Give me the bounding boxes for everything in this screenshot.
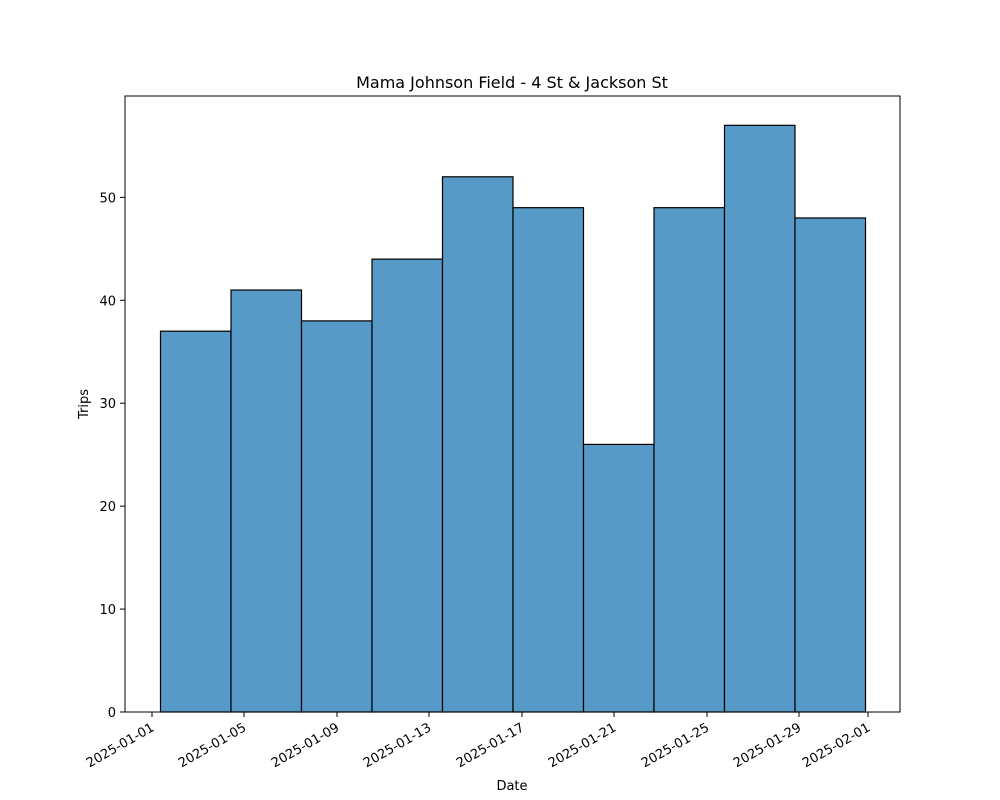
y-tick-label: 40	[99, 294, 116, 309]
histogram-bar	[512, 207, 585, 713]
histogram-bar	[159, 330, 232, 713]
y-tick-label: 50	[99, 191, 116, 206]
histogram-bar	[230, 289, 303, 713]
y-tick-label: 30	[99, 397, 116, 412]
y-tick-label: 20	[99, 500, 116, 515]
bars-group	[159, 124, 867, 713]
histogram-bar	[582, 443, 655, 713]
y-tick-label: 0	[108, 706, 116, 721]
histogram-bar	[371, 258, 444, 713]
histogram-bar	[723, 124, 796, 713]
y-axis-label: Trips	[77, 389, 92, 420]
histogram-bar	[441, 176, 514, 713]
histogram-bar	[794, 217, 867, 713]
y-tick-label: 10	[99, 603, 116, 618]
histogram-bar	[653, 207, 726, 713]
y-axis: 0 10 20 30 40 50	[99, 191, 125, 721]
histogram-bar	[300, 320, 373, 713]
plot-frame	[124, 95, 901, 713]
x-axis-label: Date	[496, 779, 527, 794]
chart-title: Mama Johnson Field - 4 St & Jackson St	[356, 73, 668, 92]
